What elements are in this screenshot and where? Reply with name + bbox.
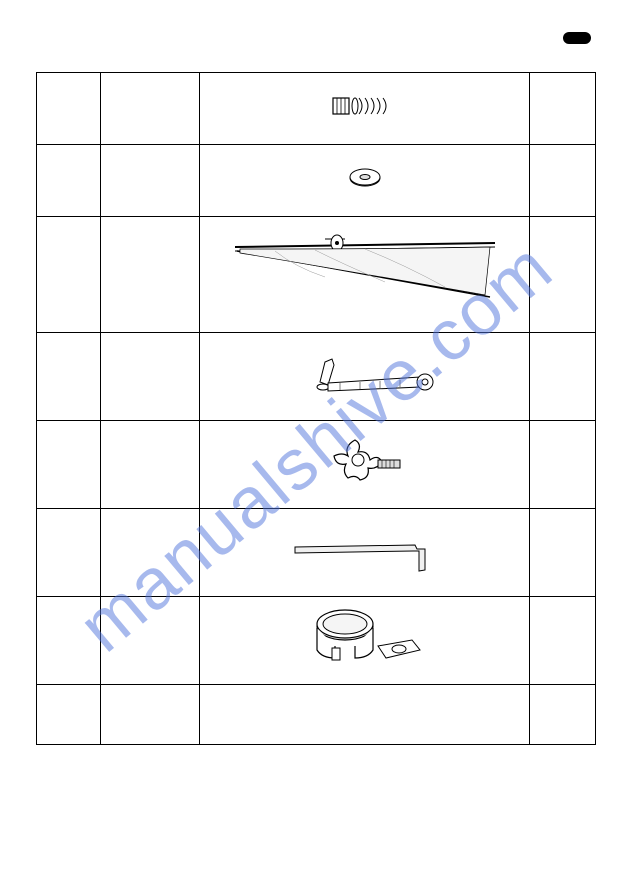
part-qty-cell: [530, 685, 596, 745]
part-number-cell: [37, 73, 101, 145]
part-image-cell: [200, 509, 530, 597]
part-image-cell: [200, 421, 530, 509]
table-row: [37, 421, 596, 509]
table-row: [37, 217, 596, 333]
part-name-cell: [100, 597, 200, 685]
part-name-cell: [100, 685, 200, 745]
part-qty-cell: [530, 73, 596, 145]
allen-key-icon: [285, 525, 445, 575]
table-row: [37, 509, 596, 597]
part-number-cell: [37, 217, 101, 333]
part-image-cell: [200, 685, 530, 745]
table-row: [37, 145, 596, 217]
part-image-cell: [200, 73, 530, 145]
washer-icon: [345, 163, 385, 193]
part-image-cell: [200, 145, 530, 217]
table-row: [37, 333, 596, 421]
part-qty-cell: [530, 333, 596, 421]
star-knob-icon: [320, 432, 410, 492]
part-image-cell: [200, 333, 530, 421]
cap-ring-icon: [300, 606, 430, 671]
part-number-cell: [37, 597, 101, 685]
part-number-cell: [37, 145, 101, 217]
table-row: [37, 73, 596, 145]
part-name-cell: [100, 73, 200, 145]
crank-handle-icon: [290, 347, 440, 402]
part-number-cell: [37, 333, 101, 421]
page-container: [0, 0, 631, 893]
part-name-cell: [100, 333, 200, 421]
part-qty-cell: [530, 597, 596, 685]
part-qty-cell: [530, 217, 596, 333]
parts-table: [36, 72, 596, 745]
part-qty-cell: [530, 145, 596, 217]
language-badge: [563, 32, 591, 44]
part-image-cell: [200, 217, 530, 333]
part-name-cell: [100, 421, 200, 509]
part-name-cell: [100, 509, 200, 597]
part-number-cell: [37, 509, 101, 597]
part-name-cell: [100, 217, 200, 333]
bolt-spring-icon: [325, 86, 405, 126]
part-image-cell: [200, 597, 530, 685]
part-name-cell: [100, 145, 200, 217]
part-number-cell: [37, 685, 101, 745]
canopy-arm-icon: [225, 227, 505, 317]
part-qty-cell: [530, 509, 596, 597]
table-row: [37, 597, 596, 685]
part-qty-cell: [530, 421, 596, 509]
part-number-cell: [37, 421, 101, 509]
table-row: [37, 685, 596, 745]
